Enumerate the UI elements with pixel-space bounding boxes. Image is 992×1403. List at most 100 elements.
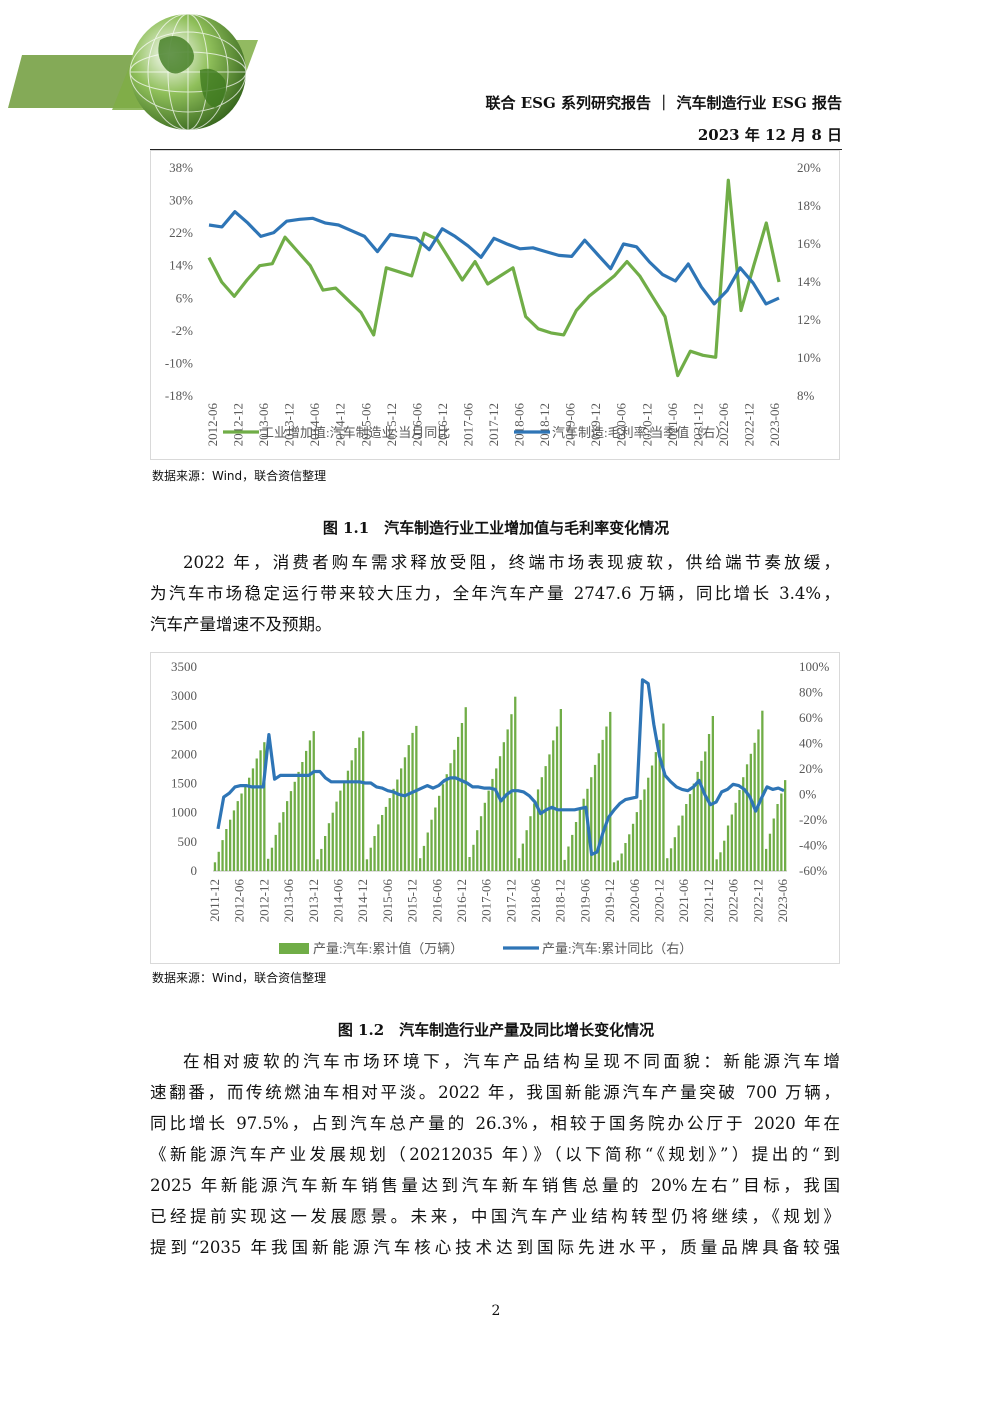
production-bar <box>681 815 684 871</box>
x-tick-label: 2013-12 <box>306 879 321 922</box>
paragraph-2-line: 同比增长 97.5%，占到汽车总产量的 26.3%，相较于国务院办公厅于 202… <box>150 1114 840 1133</box>
production-bar <box>449 763 452 871</box>
production-bar <box>567 846 570 871</box>
y-right-tick-label: 12% <box>797 312 821 327</box>
production-bar <box>784 780 787 871</box>
x-tick-label: 2012-06 <box>205 403 220 447</box>
x-tick-label: 2015-12 <box>405 879 420 922</box>
x-tick-label: 2017-12 <box>486 403 501 446</box>
production-bar <box>236 801 239 871</box>
paragraph-1-line: 2022 年，消费者购车需求释放受阻，终端市场表现疲软，供给端节奏放缓， <box>183 553 840 572</box>
production-bar <box>776 804 779 871</box>
production-bar <box>464 707 467 871</box>
y-left-tick-label: 3000 <box>171 688 197 703</box>
production-bar <box>761 710 764 871</box>
x-tick-label: 2022-06 <box>716 403 731 447</box>
y-right-tick-label: 10% <box>797 350 821 365</box>
production-bar <box>658 739 661 871</box>
production-bar <box>578 809 581 871</box>
chart-1-frame: 38% 30% 22% 14% 6% -2% -10% -18% 20% 18% 16% 14% 12%… <box>150 150 840 460</box>
y-left-tick-label: 38% <box>169 160 193 175</box>
production-bar <box>388 798 391 871</box>
production-bar <box>400 768 403 871</box>
production-bar <box>327 823 331 871</box>
production-bar <box>278 822 281 871</box>
production-bar <box>468 857 471 871</box>
chart-2-frame: 3500 3000 2500 2000 1500 1000 500 0 100% 80% 60% 40… <box>150 652 840 964</box>
production-bar <box>263 742 266 871</box>
production-bar <box>491 778 494 871</box>
y-left-tick-label: 6% <box>176 290 194 305</box>
production-bar <box>346 770 350 871</box>
x-tick-label: 2022-06 <box>726 879 741 923</box>
chart-2-production-and-growth: 3500 3000 2500 2000 1500 1000 500 0 100% 80% 60% 40… <box>171 659 830 956</box>
production-bar <box>274 834 277 871</box>
legend-label-growth: 产量:汽车:累计同比（右） <box>542 941 692 956</box>
y-right-tick-label: -20% <box>799 812 827 827</box>
production-bar <box>411 732 414 871</box>
production-bar <box>616 860 619 871</box>
production-bar <box>692 783 695 871</box>
production-bar <box>476 830 479 871</box>
legend-label-production: 产量:汽车:累计值（万辆） <box>313 941 463 956</box>
y-left-tick-label: 0 <box>191 863 198 878</box>
production-bar <box>430 819 433 871</box>
production-bar <box>267 858 270 871</box>
production-bar <box>305 750 308 871</box>
production-bar <box>711 716 714 871</box>
y-left-tick-label: 1500 <box>171 776 197 791</box>
x-tick-label: 2013-12 <box>282 403 297 446</box>
x-tick-label: 2022-12 <box>750 879 765 922</box>
production-bar <box>635 812 638 871</box>
x-tick-label: 2021-12 <box>701 879 716 922</box>
production-bar <box>312 731 315 871</box>
production-bar <box>324 836 327 871</box>
production-bar <box>765 848 768 871</box>
production-bar <box>396 779 399 871</box>
production-bar <box>251 768 255 871</box>
paragraph-1-line: 汽车产量增速不及预期。 <box>150 615 332 634</box>
y-left-tick-label: 1000 <box>171 805 197 820</box>
production-bar <box>289 791 293 871</box>
production-bar <box>525 830 528 871</box>
y-right-tick-label: 80% <box>799 685 823 700</box>
header-divider <box>150 149 842 150</box>
production-bar <box>316 859 319 871</box>
x-tick-label: 2019-12 <box>602 879 617 922</box>
x-tick-label: 2019-06 <box>577 879 592 923</box>
production-bar <box>715 859 718 871</box>
x-tick-label: 2023-06 <box>775 879 790 923</box>
production-bar <box>377 824 380 871</box>
production-bar <box>772 818 775 871</box>
y-left-tick-label: 500 <box>178 834 198 849</box>
x-tick-label: 2014-12 <box>333 403 348 446</box>
x-tick-label: 2016-06 <box>409 403 424 447</box>
x-tick-label: 2021-06 <box>676 879 691 923</box>
legend-swatch-production <box>279 943 309 954</box>
production-bar <box>571 834 574 871</box>
y-left-tick-label: 2000 <box>171 746 197 761</box>
production-bar <box>700 760 703 871</box>
x-tick-label: 2013-06 <box>281 879 296 923</box>
production-bar <box>605 726 608 871</box>
production-bar <box>597 753 600 871</box>
x-tick-label: 2016-12 <box>454 879 469 922</box>
production-bar <box>472 844 475 871</box>
production-bar <box>483 802 486 871</box>
production-bar <box>738 790 741 871</box>
production-bar <box>514 696 517 871</box>
y-left-tick-label: 14% <box>169 258 193 273</box>
production-bar <box>362 731 365 871</box>
production-bar <box>343 780 346 871</box>
production-bar <box>666 858 669 871</box>
production-bar <box>628 834 631 871</box>
production-bar <box>631 823 635 871</box>
figure-2-source: 数据来源：Wind，联合资信整理 <box>152 971 327 985</box>
production-bar <box>563 859 566 871</box>
series-line-growth <box>216 678 785 856</box>
production-bar <box>673 837 676 871</box>
production-bar <box>213 862 217 871</box>
y-right-tick-label: 18% <box>797 198 821 213</box>
production-bar <box>677 825 680 871</box>
y-right-tick-label: 20% <box>799 761 823 776</box>
